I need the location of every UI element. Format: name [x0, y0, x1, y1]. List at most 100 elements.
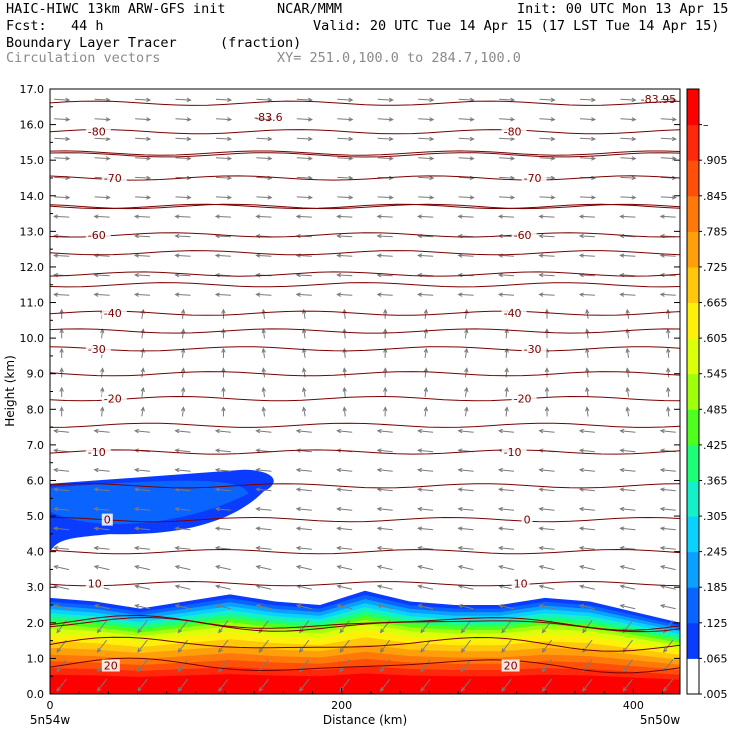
vector-head [538, 292, 544, 297]
vector-shaft [420, 639, 431, 653]
wind-vector [458, 117, 475, 122]
vector-shaft [137, 620, 148, 633]
vector-shaft [339, 620, 350, 633]
vector-head [662, 628, 668, 634]
vector-shaft [418, 449, 434, 453]
vector-head [429, 195, 435, 200]
vector-shaft [499, 98, 515, 101]
vector-shaft [141, 329, 144, 339]
vector-head [336, 428, 342, 434]
wind-vector [376, 526, 393, 531]
vector-head [417, 565, 423, 570]
vector-head [464, 406, 469, 412]
vector-shaft [505, 407, 508, 417]
vector-head [218, 686, 223, 692]
vector-head [53, 506, 59, 512]
vector-head [65, 136, 71, 142]
vector-head [388, 156, 394, 161]
wind-vector [541, 639, 552, 653]
vector-head [538, 214, 544, 219]
vector-shaft [215, 98, 231, 101]
y-tick-label: 15.0 [20, 154, 45, 167]
vector-head [295, 272, 301, 278]
wind-vector [337, 136, 354, 142]
wind-vector [140, 367, 145, 378]
vector-shaft [458, 118, 474, 121]
vector-head [336, 565, 342, 570]
vector-head [105, 195, 111, 200]
vector-head [622, 667, 628, 673]
wind-vector [255, 545, 272, 551]
temperature-contour [50, 203, 680, 210]
vector-head [619, 428, 625, 434]
vector-shaft [135, 196, 151, 199]
vector-head [464, 386, 469, 392]
wind-vector [457, 604, 474, 610]
vector-head [221, 386, 226, 392]
vector-head [133, 545, 139, 551]
vector-head [221, 347, 226, 353]
vector-head [295, 565, 302, 570]
vector-shaft [626, 348, 630, 358]
vector-shaft [667, 329, 670, 339]
vector-shaft [135, 604, 151, 610]
vector-shaft [54, 449, 70, 453]
vector-head [464, 347, 469, 353]
vector-head [538, 565, 544, 570]
vector-shaft [499, 137, 515, 140]
vector-shaft [296, 254, 312, 257]
vector-head [59, 386, 64, 392]
vector-shaft [135, 274, 151, 277]
wind-vector [336, 233, 353, 239]
vector-head [174, 565, 180, 570]
vector-head [336, 584, 342, 589]
vector-head [177, 647, 183, 653]
vector-shaft [418, 547, 434, 550]
vector-head [146, 97, 152, 103]
vector-shaft [296, 293, 312, 296]
vector-head [388, 175, 394, 181]
vector-head [339, 667, 345, 673]
vector-head [591, 117, 597, 122]
extremum-label: -83.6 [254, 111, 282, 124]
vector-head [383, 367, 388, 373]
vector-head [93, 292, 99, 297]
vector-head [214, 214, 220, 219]
vector-shaft [296, 137, 312, 140]
vector-shaft [586, 387, 589, 397]
vector-head [342, 406, 347, 412]
wind-vector [302, 406, 307, 417]
vector-head [578, 545, 584, 551]
wind-vector [258, 678, 269, 692]
vector-shaft [215, 508, 231, 511]
wind-vector [578, 467, 595, 473]
vector-shaft [660, 585, 676, 590]
wind-vector [578, 448, 595, 453]
wind-vector [622, 659, 633, 673]
wind-vector [619, 506, 636, 512]
vector-head [659, 565, 666, 570]
vector-head [498, 565, 504, 570]
wind-vector [423, 367, 428, 378]
vector-shaft [464, 329, 468, 339]
vector-shaft [499, 254, 515, 257]
vector-shaft [101, 387, 104, 397]
vector-head [501, 647, 506, 653]
wind-vector [174, 214, 191, 219]
vector-shaft [377, 585, 393, 590]
contour-label-bg [101, 307, 127, 320]
vector-head [214, 467, 220, 473]
wind-vector [383, 308, 388, 319]
vector-head [214, 506, 220, 512]
vector-head [96, 667, 102, 673]
wind-vector [133, 545, 151, 551]
wind-vector [54, 195, 71, 200]
wind-vector [174, 526, 191, 531]
vector-head [214, 253, 220, 258]
wind-vector [539, 195, 556, 200]
wind-vector [376, 253, 393, 258]
temperature-contour [50, 232, 680, 238]
vector-head [93, 487, 99, 492]
vector-head [671, 117, 677, 122]
vector-shaft [377, 488, 393, 492]
